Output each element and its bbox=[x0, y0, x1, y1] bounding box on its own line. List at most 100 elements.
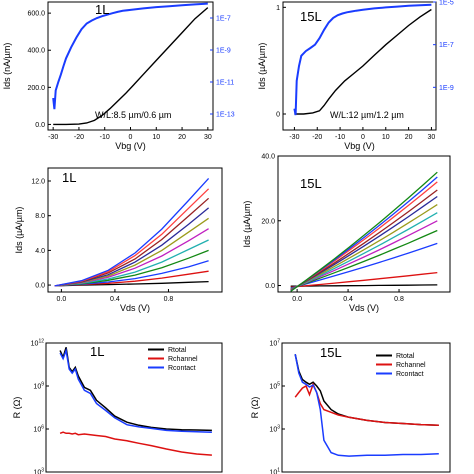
series-line-11 bbox=[290, 171, 438, 292]
panel-annotation: 15L bbox=[300, 9, 322, 24]
legend-entry: Rcontact bbox=[168, 365, 196, 372]
device-dimensions: W/L:12 µm/1.2 µm bbox=[330, 110, 404, 120]
plot-frame bbox=[282, 1, 437, 131]
y2-tick-label: 1E-9 bbox=[439, 85, 454, 92]
x-tick-label: 0 bbox=[361, 134, 365, 141]
y2-tick-label: 1E-7 bbox=[216, 16, 231, 23]
y-tick-label: 103 bbox=[33, 468, 44, 474]
series-line-10 bbox=[290, 176, 438, 292]
legend-entry: Rchannel bbox=[396, 362, 426, 369]
y-tick-label: 1012 bbox=[31, 339, 45, 348]
y-tick-label: 0.0 bbox=[35, 283, 45, 290]
y-axis-label: Ids (nA/µm) bbox=[2, 43, 12, 90]
series-line-1 bbox=[52, 2, 208, 110]
x-tick-label: -10 bbox=[100, 134, 110, 141]
y-tick-label: 40.0 bbox=[261, 154, 275, 161]
series-line-1 bbox=[294, 382, 439, 426]
x-tick-label: 30 bbox=[428, 134, 436, 141]
y-tick-label: 400.0 bbox=[27, 48, 45, 55]
legend-entry: Rchannel bbox=[168, 356, 198, 363]
x-tick-label: 0.0 bbox=[57, 296, 67, 303]
series-line-1 bbox=[293, 3, 432, 116]
x-tick-label: -30 bbox=[48, 134, 58, 141]
plot-frame bbox=[45, 342, 223, 473]
series-line-1 bbox=[59, 431, 212, 456]
y2-tick-label: 1E-11 bbox=[216, 80, 234, 87]
y-tick-label: 12.0 bbox=[31, 179, 45, 186]
y-tick-label: 105 bbox=[269, 382, 280, 391]
series-line-6 bbox=[290, 204, 438, 291]
plot-frame bbox=[281, 342, 451, 473]
y-tick-label: 103 bbox=[269, 425, 280, 434]
panel-b: 0.0 0.4 0.8 0.0 4.0 8.0 12.0 1L Vds (V) Ids (µA/µ… bbox=[14, 167, 223, 313]
x-tick-label: 30 bbox=[204, 134, 212, 141]
series-line-0 bbox=[53, 7, 209, 126]
x-tick-label: 0.8 bbox=[394, 296, 404, 303]
y-tick-label: 0.0 bbox=[35, 122, 45, 129]
x-tick-label: 10 bbox=[382, 134, 390, 141]
x-tick-label: 20 bbox=[178, 134, 186, 141]
x-tick-label: -10 bbox=[335, 134, 345, 141]
y-tick-label: 8.0 bbox=[35, 213, 45, 220]
x-tick-label: 0 bbox=[129, 134, 133, 141]
plot-frame bbox=[47, 167, 223, 293]
panel-annotation: 1L bbox=[90, 344, 104, 359]
x-tick-label: 0.8 bbox=[164, 296, 174, 303]
series-line-3 bbox=[290, 229, 438, 290]
series-line-2 bbox=[294, 354, 439, 457]
y2-tick-label: 1E-9 bbox=[216, 48, 231, 55]
x-axis-label: Vds (V) bbox=[349, 303, 379, 313]
x-tick-label: 0.0 bbox=[292, 296, 302, 303]
y-axis-label: R (Ω) bbox=[12, 397, 22, 419]
y-tick-label: 107 bbox=[269, 339, 280, 348]
x-tick-label: -30 bbox=[289, 134, 299, 141]
y-tick-label: 4.0 bbox=[35, 248, 45, 255]
y-axis-label: Ids (µA/µm) bbox=[257, 43, 267, 90]
x-axis-label: Vbg (V) bbox=[344, 141, 375, 151]
panel-annotation: 15L bbox=[300, 176, 322, 191]
series-line-5 bbox=[290, 212, 438, 290]
x-tick-label: 0.4 bbox=[343, 296, 353, 303]
series-line-2 bbox=[59, 347, 212, 433]
x-axis-label: Vbg (V) bbox=[115, 141, 146, 151]
series-line-4 bbox=[290, 220, 438, 290]
y-tick-label: 200.0 bbox=[27, 85, 45, 92]
panel-c: 1012 109 106 103 Rtotal Rchannel Rcontact 1L R (… bbox=[12, 339, 223, 474]
series-line-2 bbox=[290, 242, 438, 289]
panel-annotation: 15L bbox=[320, 345, 342, 360]
series-line-0 bbox=[290, 284, 438, 287]
x-tick-label: -20 bbox=[312, 134, 322, 141]
panel-d: -30 -20 -10 0 10 20 30 0 1 1E-5 1E-7 1E-9 15L W/L:12 … bbox=[257, 0, 454, 151]
panel-annotation: 1L bbox=[95, 2, 109, 17]
series-line-8 bbox=[290, 189, 438, 291]
y-tick-label: 0 bbox=[276, 112, 280, 119]
series-line-10 bbox=[54, 177, 210, 287]
x-tick-label: -20 bbox=[74, 134, 84, 141]
y-tick-label: 109 bbox=[33, 382, 44, 391]
panel-a: -30 -20 -10 0 10 20 30 0.0 200.0 400.0 600.0 1E-7 1E… bbox=[2, 1, 235, 151]
panel-e: 0.0 0.4 0.8 0.0 20.0 40.0 15L Vds (V) Ids (µA/µm… bbox=[242, 154, 451, 313]
series-line-0 bbox=[294, 8, 432, 115]
panel-annotation: 1L bbox=[62, 170, 76, 185]
y-tick-label: 106 bbox=[33, 425, 44, 434]
y-axis-label: Ids (µA/µm) bbox=[14, 207, 24, 254]
x-tick-label: 0.4 bbox=[110, 296, 120, 303]
y2-tick-label: 1E-5 bbox=[439, 0, 454, 7]
y-axis-label: R (Ω) bbox=[250, 397, 260, 419]
x-tick-label: 20 bbox=[405, 134, 413, 141]
y2-tick-label: 1E-7 bbox=[439, 42, 454, 49]
panel-f: 107 105 103 101 Rtotal Rchannel Rcontact 15L R (… bbox=[250, 339, 451, 474]
legend-entry: Rtotal bbox=[396, 353, 415, 360]
y-tick-label: 101 bbox=[269, 468, 280, 474]
legend-entry: Rcontact bbox=[396, 371, 424, 378]
device-dimensions: W/L:8.5 µm/0.6 µm bbox=[95, 110, 171, 120]
y2-tick-label: 1E-13 bbox=[216, 112, 235, 119]
y-tick-label: 1 bbox=[276, 5, 280, 12]
y-tick-label: 0.0 bbox=[265, 283, 275, 290]
y-axis-label: Ids (µA/µm) bbox=[242, 201, 252, 248]
x-axis-label: Vds (V) bbox=[120, 303, 150, 313]
y-tick-label: 600.0 bbox=[27, 11, 45, 18]
y-tick-label: 20.0 bbox=[261, 218, 275, 225]
series-line-1 bbox=[290, 271, 438, 288]
